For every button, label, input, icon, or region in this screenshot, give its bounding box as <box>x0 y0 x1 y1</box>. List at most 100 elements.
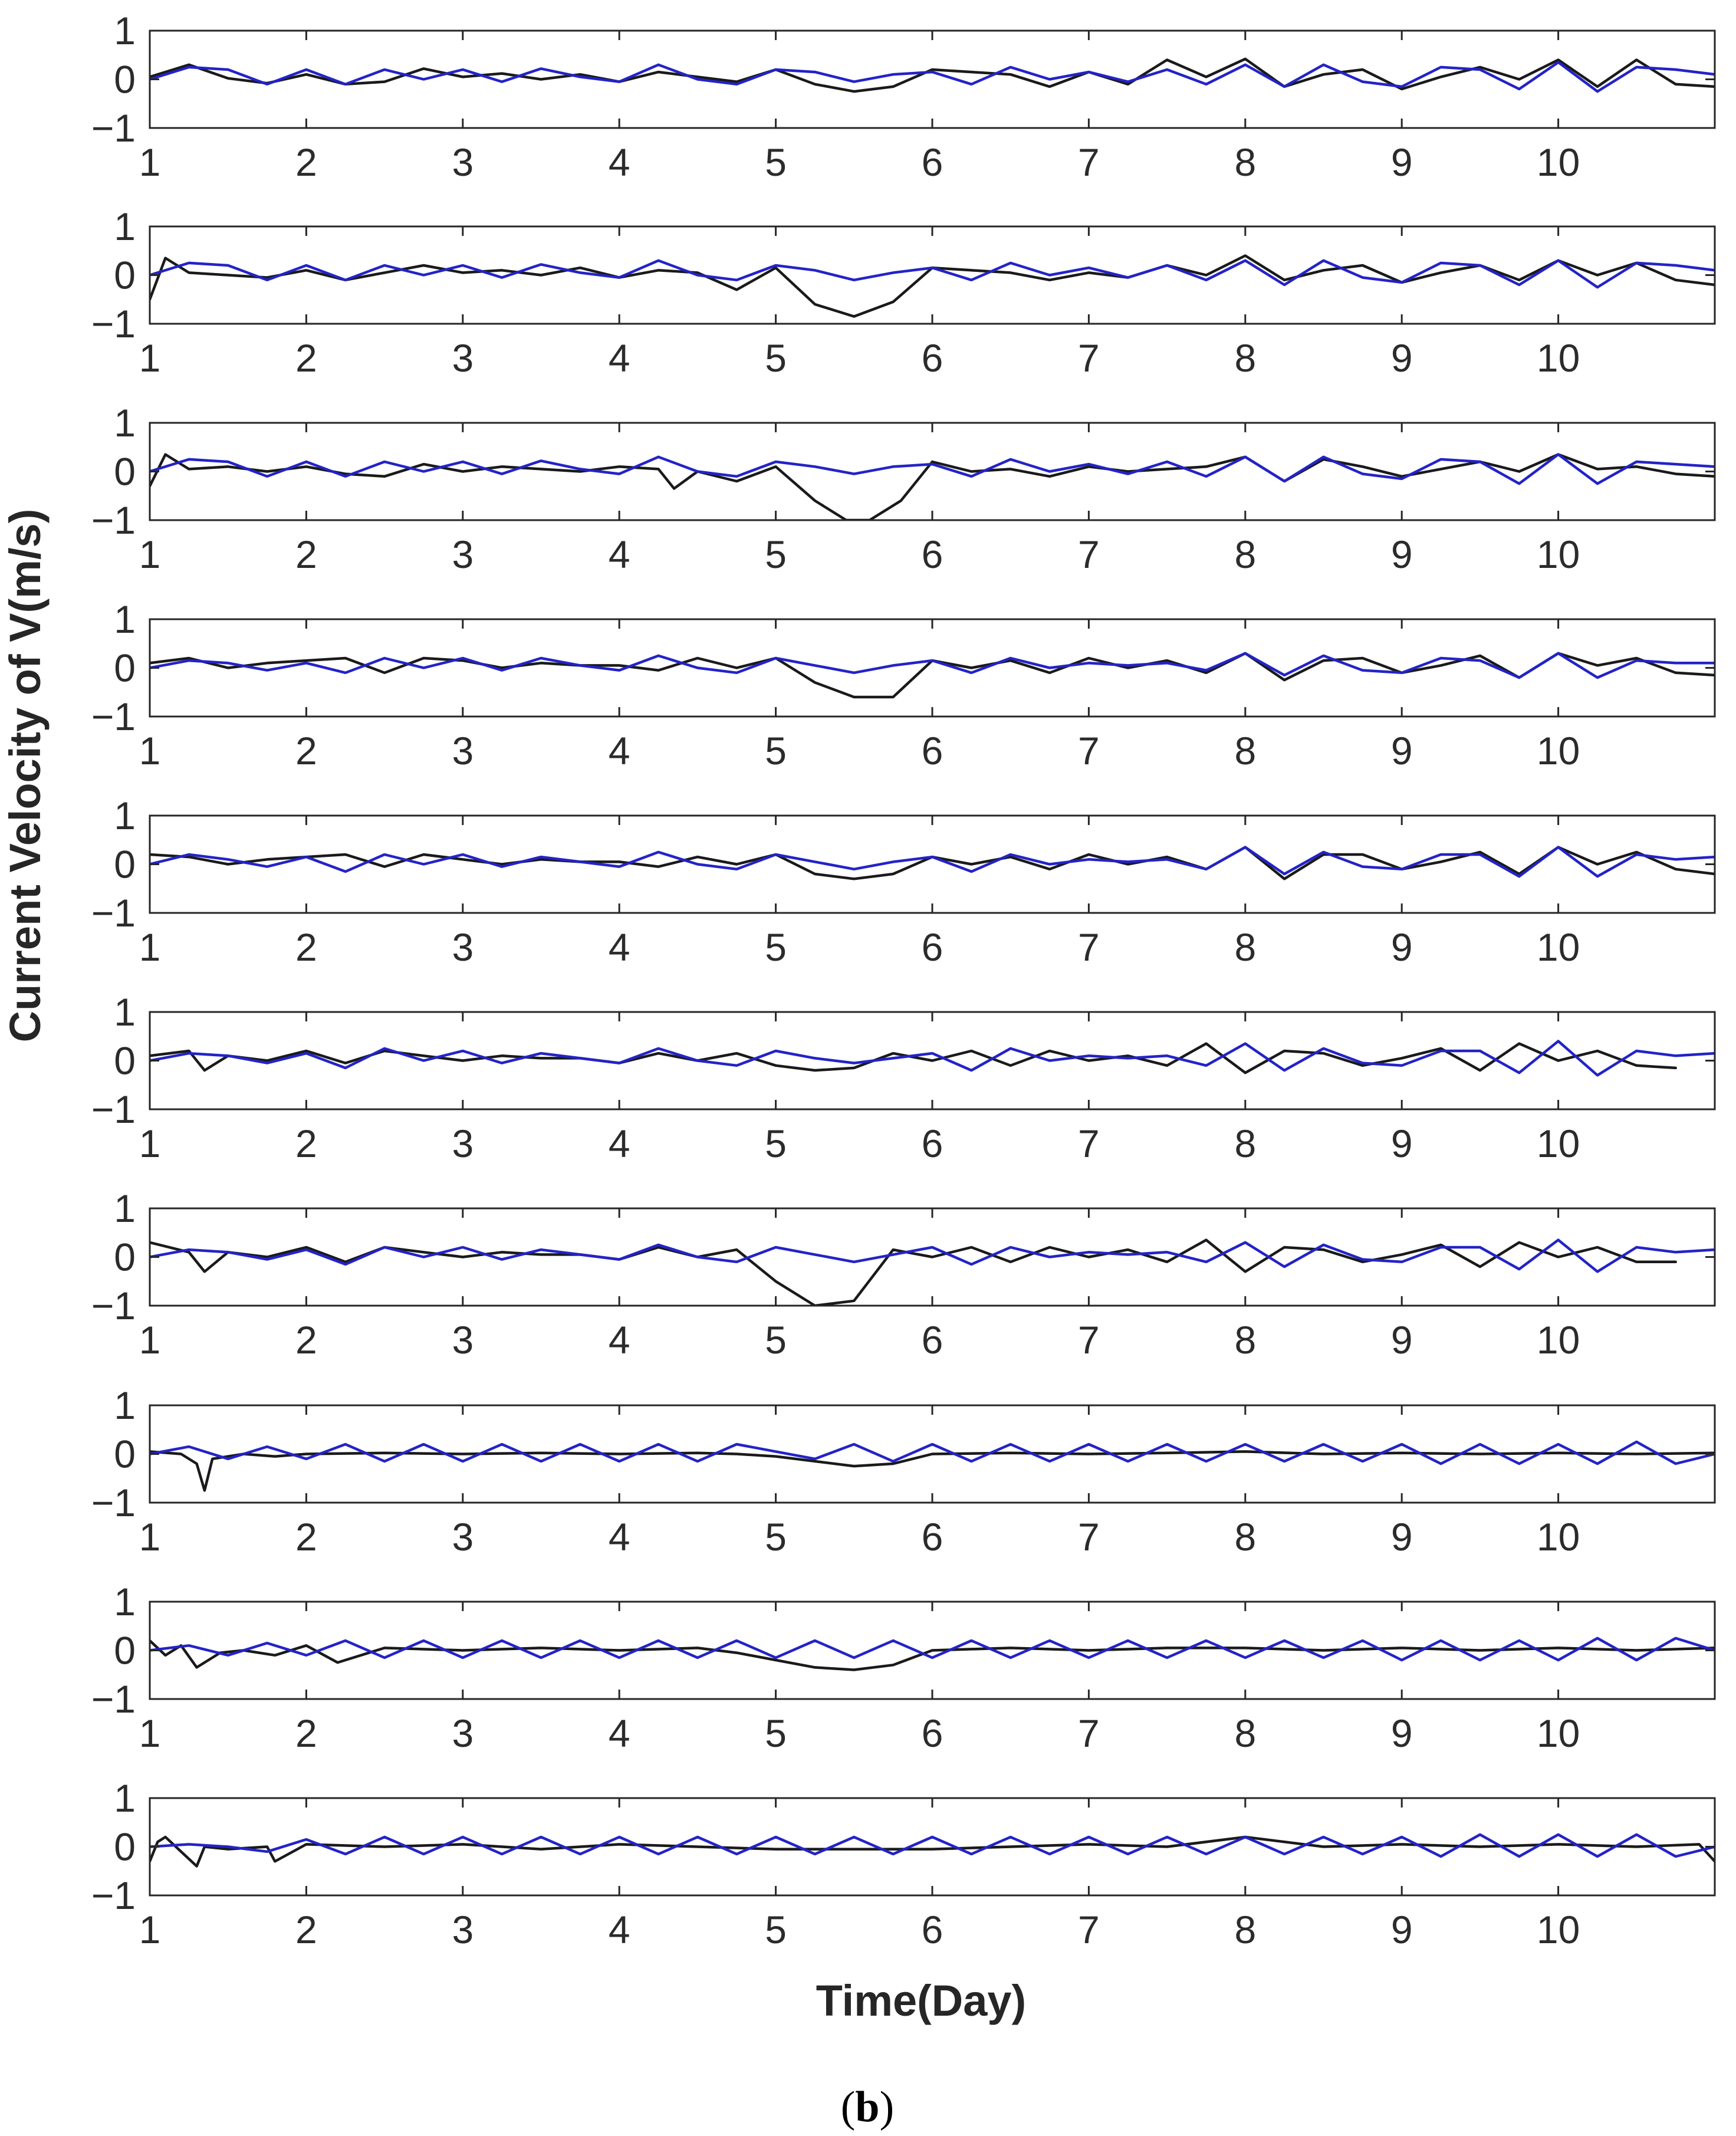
series-line-black <box>150 846 1715 880</box>
x-tick-label: 4 <box>609 1908 630 1951</box>
x-tick-label: 2 <box>295 925 317 969</box>
x-tick-label: 1 <box>139 1711 161 1755</box>
axes-frame <box>149 29 1716 129</box>
series-line-blue <box>150 1636 1715 1662</box>
subplot-5: 1 2 3 4 5 6 7 8 9 10−101 <box>91 794 1716 969</box>
x-axis-label: Time(Day) <box>816 1976 1026 2025</box>
x-tick-label: 5 <box>765 729 787 773</box>
y-tick-label: 1 <box>114 794 136 837</box>
caption-open-paren: ( <box>841 2083 856 2131</box>
x-tick-label: 9 <box>1391 1122 1413 1165</box>
x-tick-label: 5 <box>765 1318 787 1362</box>
series-line-black <box>150 57 1715 93</box>
x-tick-label: 7 <box>1078 1515 1100 1559</box>
caption-close-paren: ) <box>880 2083 895 2131</box>
x-tick-label: 3 <box>452 336 474 380</box>
x-tick-label: 2 <box>295 140 317 184</box>
series-group <box>150 1833 1715 1868</box>
x-tick-label: 4 <box>609 729 630 773</box>
y-tick-label: 1 <box>114 9 136 52</box>
x-tick-label: 8 <box>1234 1318 1256 1362</box>
x-tick-label: 1 <box>139 533 161 576</box>
x-tick-label: 3 <box>452 533 474 576</box>
x-tick-label: 6 <box>922 729 943 773</box>
subplot-6: 1 2 3 4 5 6 7 8 9 10−101 <box>91 990 1716 1165</box>
x-tick-label: 5 <box>765 1908 787 1951</box>
y-tick-label: −1 <box>91 1481 136 1524</box>
series-line-blue <box>150 1440 1715 1465</box>
x-tick-label: 7 <box>1078 729 1100 773</box>
series-line-black <box>150 1450 1715 1492</box>
x-tick-label: 3 <box>452 925 474 969</box>
series-group <box>150 846 1715 880</box>
x-tick-label: 4 <box>609 336 630 380</box>
series-group <box>150 1440 1715 1492</box>
x-tick-label: 8 <box>1234 1515 1256 1559</box>
x-tick-label: 8 <box>1234 1711 1256 1755</box>
y-tick-label: 0 <box>114 1629 136 1672</box>
x-tick-label: 6 <box>922 925 943 969</box>
x-tick-label: 3 <box>452 1515 474 1559</box>
series-line-blue <box>150 1238 1715 1273</box>
y-tick-label: 0 <box>114 1039 136 1083</box>
subplot-1: 1 2 3 4 5 6 7 8 9 10−101 <box>91 9 1716 184</box>
x-tick-label: 5 <box>765 533 787 576</box>
series-group <box>150 453 1715 520</box>
x-tick-label: 5 <box>765 1515 787 1559</box>
x-tick-label: 2 <box>295 729 317 773</box>
figure-caption: (b) <box>841 2083 894 2131</box>
x-tick-label: 5 <box>765 336 787 380</box>
subplot-2: 1 2 3 4 5 6 7 8 9 10−101 <box>91 205 1716 380</box>
x-tick-label: 1 <box>139 1122 161 1165</box>
series-line-black <box>150 254 1715 318</box>
series-line-blue <box>150 1040 1715 1077</box>
x-tick-label: 2 <box>295 336 317 380</box>
x-tick-label: 8 <box>1234 533 1256 576</box>
x-tick-label: 10 <box>1537 1318 1580 1362</box>
series-line-black <box>150 1042 1677 1074</box>
x-tick-label: 10 <box>1537 729 1580 773</box>
x-tick-label: 9 <box>1391 729 1413 773</box>
y-tick-label: 0 <box>114 646 136 690</box>
x-tick-label: 5 <box>765 1122 787 1165</box>
axes-frame <box>149 422 1716 521</box>
x-tick-label: 10 <box>1537 925 1580 969</box>
x-tick-label: 1 <box>139 1908 161 1951</box>
x-tick-label: 6 <box>922 1908 943 1951</box>
series-line-blue <box>150 846 1715 878</box>
axes-frame <box>149 225 1716 325</box>
series-line-blue <box>150 652 1715 679</box>
series-line-blue <box>150 1833 1715 1858</box>
y-tick-label: 0 <box>114 58 136 101</box>
y-tick-label: 0 <box>114 1825 136 1869</box>
x-tick-label: 9 <box>1391 533 1413 576</box>
x-tick-label: 3 <box>452 1908 474 1951</box>
y-tick-label: 1 <box>114 1384 136 1427</box>
x-tick-label: 9 <box>1391 140 1413 184</box>
x-tick-label: 8 <box>1234 1122 1256 1165</box>
y-tick-label: 1 <box>114 1580 136 1624</box>
series-line-blue <box>150 61 1715 93</box>
subplot-7: 1 2 3 4 5 6 7 8 9 10−101 <box>91 1187 1716 1362</box>
x-tick-label: 9 <box>1391 925 1413 969</box>
x-tick-label: 2 <box>295 1711 317 1755</box>
y-tick-label: 0 <box>114 843 136 886</box>
y-tick-label: −1 <box>91 1087 136 1131</box>
x-tick-label: 6 <box>922 1318 943 1362</box>
x-tick-label: 9 <box>1391 1711 1413 1755</box>
x-tick-label: 7 <box>1078 140 1100 184</box>
x-tick-label: 2 <box>295 1318 317 1362</box>
x-tick-label: 7 <box>1078 336 1100 380</box>
x-tick-label: 3 <box>452 140 474 184</box>
y-tick-label: −1 <box>91 1677 136 1721</box>
x-tick-label: 4 <box>609 1711 630 1755</box>
series-group <box>150 1636 1715 1671</box>
x-tick-label: 6 <box>922 533 943 576</box>
x-tick-label: 9 <box>1391 1515 1413 1559</box>
y-tick-label: 1 <box>114 1187 136 1230</box>
axes-frame <box>149 814 1716 914</box>
y-axis-label: Current Velocity of V(m/s) <box>1 509 50 1043</box>
x-tick-label: 2 <box>295 533 317 576</box>
x-tick-label: 10 <box>1537 1122 1580 1165</box>
